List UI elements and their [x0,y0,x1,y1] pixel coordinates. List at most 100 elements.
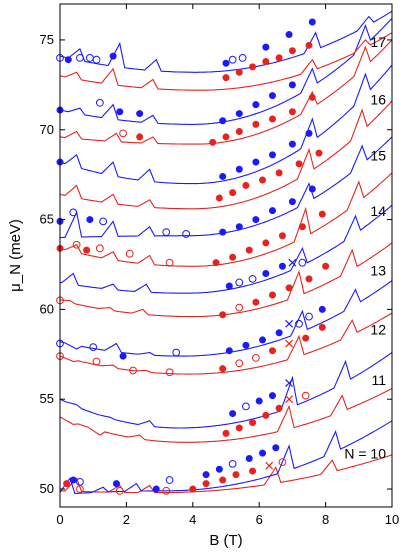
marker-filled-84 [219,311,227,319]
marker-filled-38 [219,172,227,180]
series-line-blue-15 [59,10,393,73]
series-line-red-4 [59,312,393,375]
marker-open-100 [295,319,303,328]
series-line-blue-1 [59,420,393,495]
marker-filled-87 [268,291,276,299]
marker-filled-97 [259,336,267,344]
marker-filled-117 [268,392,276,400]
marker-open-66 [95,244,104,253]
marker-filled-134 [245,454,253,462]
marker-filled-110 [268,347,276,355]
group-label-10: N = 10 [344,445,386,461]
marker-filled-74 [298,223,306,231]
group-label-11: 11 [371,372,386,388]
marker-open-133 [228,459,237,468]
y-tick-label-60: 60 [40,301,54,316]
marker-filled-79 [262,269,270,277]
marker-filled-5 [109,52,117,60]
x-tick-label-4: 4 [189,512,196,527]
marker-filled-26 [268,92,276,100]
series-line-blue-11 [59,64,393,185]
marker-cross-111 [285,339,294,348]
series-curves [59,10,393,495]
marker-open-106 [165,368,174,377]
marker-filled-53 [86,216,94,224]
marker-open-77 [235,278,244,287]
marker-cross-stroke [285,379,294,387]
marker-open-78 [248,274,257,283]
marker-open-67 [125,249,134,258]
marker-filled-18 [305,41,313,49]
marker-open-104 [92,357,101,366]
marker-open-7 [228,55,237,64]
marker-filled-142 [202,480,210,488]
marker-filled-73 [278,232,286,240]
marker-filled-121 [249,419,257,427]
marker-cross-stroke [285,319,294,328]
marker-filled-60 [268,207,276,215]
marker-filled-88 [285,284,293,292]
marker-filled-126 [69,476,77,484]
marker-cross-stroke [285,339,294,348]
marker-filled-114 [229,410,237,418]
marker-open-28 [119,129,127,138]
series-line-red-14 [59,32,393,91]
marker-filled-58 [235,223,243,231]
marker-filled-71 [245,246,253,254]
marker-filled-137 [63,480,71,488]
data-markers [56,18,330,495]
marker-cross-99 [285,319,294,328]
marker-filled-27 [288,81,296,89]
marker-open-56 [182,230,191,238]
marker-filled-144 [232,471,240,479]
marker-filled-90 [322,262,330,270]
marker-open-54 [99,217,108,226]
x-axis: 0 2 4 6 8 10 [56,4,399,527]
series-line-blue-7 [59,204,393,294]
marker-filled-13 [235,68,243,76]
series-line-blue-5 [59,280,393,357]
marker-filled-40 [252,158,260,166]
marker-filled-102 [318,305,326,313]
marker-filled-22 [136,110,144,118]
marker-open-85 [235,303,244,312]
series-line-blue-3 [59,352,393,429]
group-label-13: 13 [370,262,386,278]
marker-filled-6 [222,59,230,67]
marker-open-68 [165,258,174,267]
marker-open-147 [278,458,287,466]
marker-open-55 [162,228,171,237]
marker-filled-15 [262,57,270,65]
marker-filled-61 [288,198,296,206]
marker-filled-75 [318,210,326,218]
marker-filled-112 [302,334,310,342]
marker-filled-11 [308,18,316,26]
marker-open-64 [72,240,81,249]
marker-filled-135 [259,449,267,457]
marker-filled-141 [189,485,197,493]
marker-open-92 [89,343,98,352]
marker-filled-107 [219,365,227,373]
marker-filled-35 [288,108,296,116]
y-axis-label: μ_N (meV) [7,219,24,292]
marker-filled-1 [64,56,72,64]
marker-filled-132 [215,465,223,473]
marker-filled-48 [275,169,283,177]
marker-open-125 [301,391,310,400]
marker-open-2 [76,53,84,62]
series-line-red-0 [59,454,393,494]
marker-filled-49 [295,160,303,168]
marker-filled-36 [308,93,316,101]
marker-filled-17 [288,47,296,55]
marker-filled-47 [259,176,267,184]
marker-cross-81 [288,258,297,267]
y-axis: 50 55 60 65 70 75 [40,32,392,496]
marker-filled-31 [222,133,230,141]
marker-cross-146 [265,461,274,470]
series-line-red-2 [59,387,393,443]
marker-filled-120 [235,424,243,432]
series-line-red-8 [59,172,393,267]
marker-filled-65 [83,246,91,254]
marker-filled-116 [255,397,263,405]
